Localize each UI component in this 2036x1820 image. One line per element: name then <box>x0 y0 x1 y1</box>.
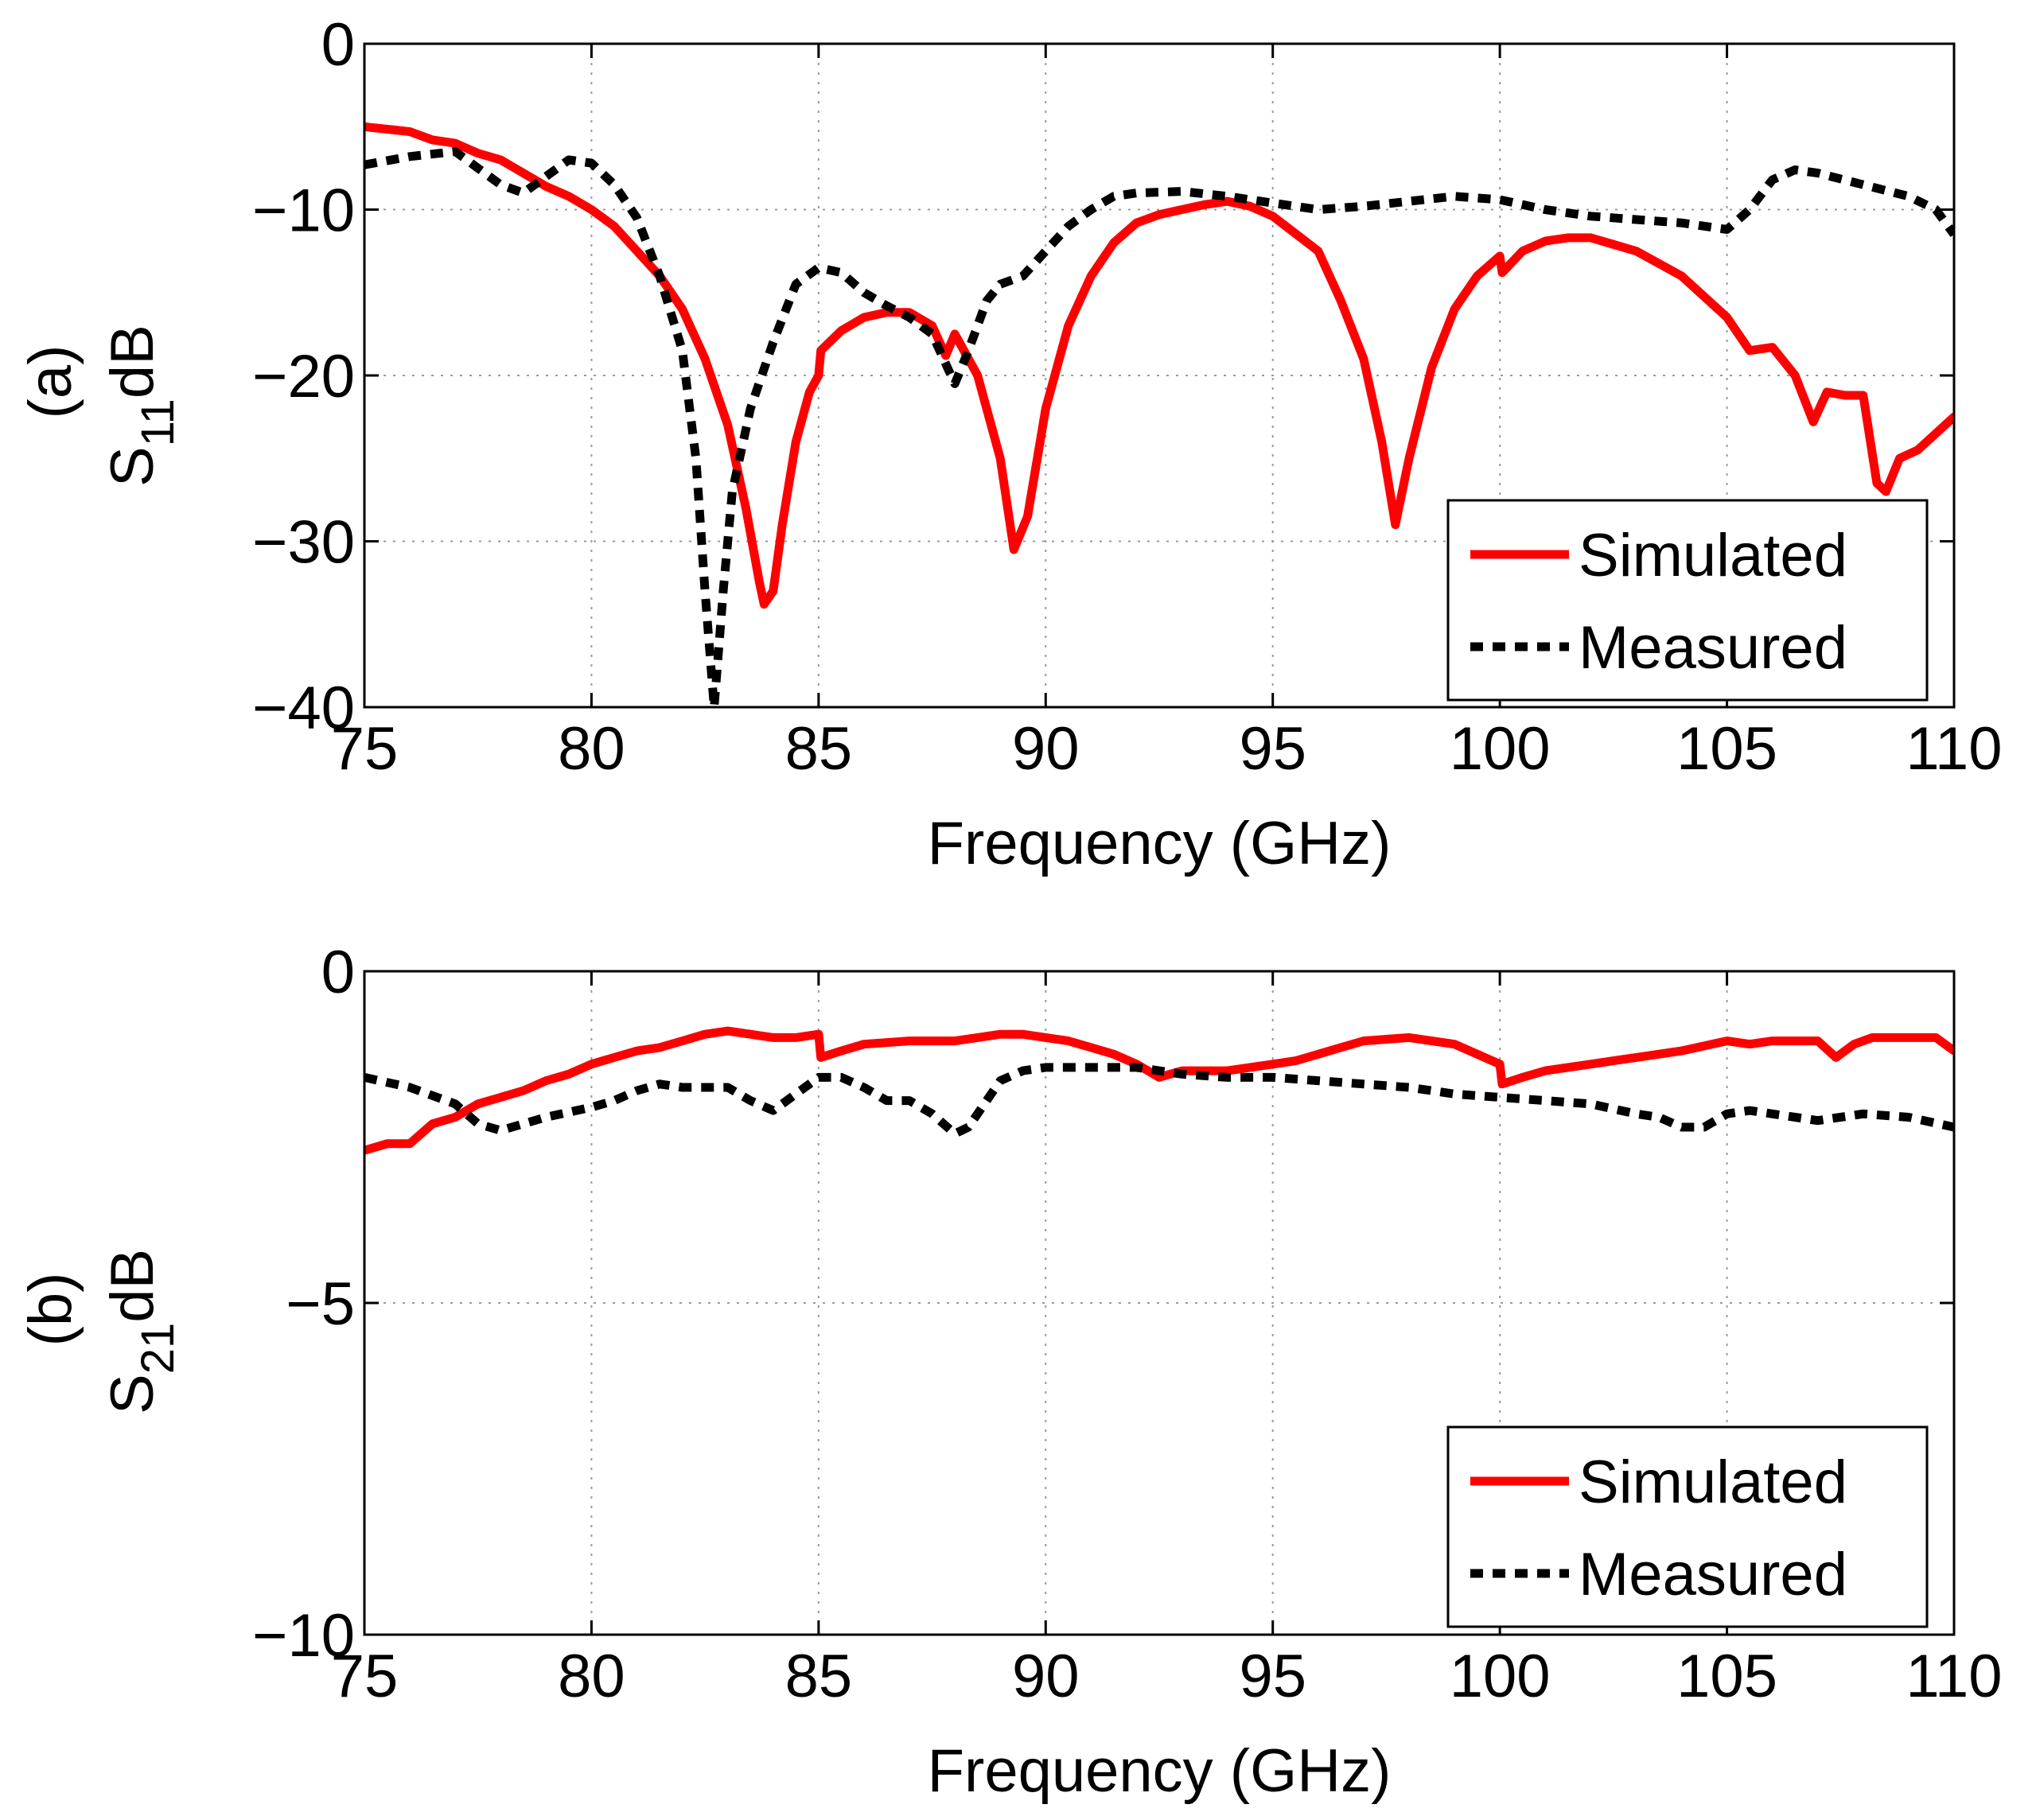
panel-a-series <box>364 122 1954 707</box>
panel-a-ylabel-suffix: dB <box>99 325 166 399</box>
panel-a-ticks: 75 80 85 90 95 100 105 110 0 −10 −20 −30 −40 <box>252 11 2003 783</box>
panel-a-ylabel: (a) S11dB <box>17 325 184 487</box>
panel-a-xlabel: Frequency (GHz) <box>928 810 1392 877</box>
panel-a-grid <box>364 44 1954 707</box>
panel-a-s11: 75 80 85 90 95 100 105 110 0 −10 −20 −30 −40 Frequen… <box>17 11 2003 877</box>
panel-b-legend-label-measured: Measured <box>1579 1541 1847 1608</box>
panel-a-legend: Simulated Measured <box>1446 499 1929 702</box>
panel-a-ytick-label: −30 <box>252 509 355 577</box>
panel-a-xtick-label: 100 <box>1450 715 1551 783</box>
panel-a-legend-label-simulated: Simulated <box>1579 522 1847 589</box>
panel-a-ytick-label: −40 <box>252 675 355 742</box>
panel-b-ylabel-main: S21dB <box>99 1249 184 1414</box>
panel-a-xtick-label: 90 <box>1012 715 1080 783</box>
panel-b-xtick-label: 80 <box>558 1643 625 1710</box>
panel-a-ytick-label: −20 <box>252 343 355 410</box>
panel-a-series-simulated <box>364 122 1954 609</box>
panel-b-xtick-label: 75 <box>331 1643 399 1710</box>
panel-b-xtick-label: 90 <box>1012 1643 1080 1710</box>
panel-b-ylabel-sub: 21 <box>132 1323 184 1375</box>
panel-b-series-measured <box>364 1063 1954 1138</box>
panel-b-legend-label-simulated: Simulated <box>1579 1449 1847 1516</box>
panel-b-ytick-label: −5 <box>286 1270 355 1338</box>
panel-b-xtick-label: 85 <box>785 1643 853 1710</box>
panel-b-legend-box <box>1446 1425 1929 1628</box>
panel-a-xtick-label: 95 <box>1239 715 1306 783</box>
panel-b-xlabel: Frequency (GHz) <box>928 1737 1392 1805</box>
panel-b-ticks: 75 80 85 90 95 100 105 110 0 −5 −10 <box>252 939 2003 1710</box>
panel-b-grid <box>364 971 1954 1635</box>
panel-a-label: (a) <box>17 345 84 419</box>
panel-b-series-simulated <box>364 1026 1954 1155</box>
panel-a-ytick-label: 0 <box>321 11 355 79</box>
panel-a-xtick-label: 80 <box>558 715 625 783</box>
panel-a-ylabel-s: S <box>99 446 166 487</box>
panel-a-ytick-label: −10 <box>252 177 355 245</box>
panel-b-xtick-label: 100 <box>1450 1643 1551 1710</box>
panel-b-series <box>364 1026 1954 1155</box>
panel-b-ylabel-s: S <box>99 1374 166 1414</box>
panel-a-ylabel-sub: 11 <box>132 399 184 446</box>
panel-a-xtick-label: 110 <box>1906 715 2002 783</box>
panel-a-ylabel-main: S11dB <box>99 325 184 487</box>
panel-b-ytick-label: −10 <box>252 1602 355 1670</box>
panel-a-legend-label-measured: Measured <box>1579 614 1847 682</box>
panel-b-legend: Simulated Measured <box>1446 1425 1929 1628</box>
panel-b-xtick-label: 95 <box>1239 1643 1306 1710</box>
panel-b-s21: 75 80 85 90 95 100 105 110 0 −5 −10 Frequency (GHz… <box>17 939 2003 1805</box>
panel-b-label: (b) <box>17 1273 84 1347</box>
panel-a-xtick-label: 105 <box>1676 715 1777 783</box>
panel-a-xtick-label: 75 <box>331 715 399 783</box>
panel-b-xtick-label: 105 <box>1676 1643 1777 1710</box>
panel-a-series-measured <box>364 147 1954 707</box>
panel-b-ylabel-suffix: dB <box>99 1249 166 1323</box>
panel-a-xtick-label: 85 <box>785 715 853 783</box>
panel-a-legend-box <box>1446 499 1929 702</box>
panel-b-xtick-label: 110 <box>1906 1643 2002 1710</box>
panel-b-ylabel: (b) S21dB <box>17 1249 184 1414</box>
panel-b-ytick-label: 0 <box>321 939 355 1006</box>
